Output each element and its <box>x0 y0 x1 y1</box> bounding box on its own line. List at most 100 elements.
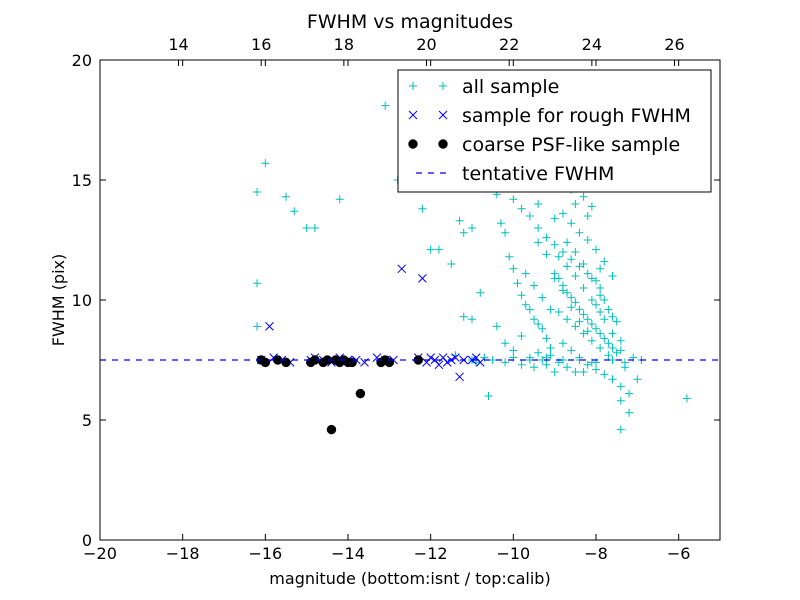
all-sample-point <box>534 238 543 247</box>
x-tick-label: −20 <box>83 544 117 563</box>
all-sample-point <box>579 284 588 292</box>
y-tick-label: 5 <box>82 411 92 430</box>
all-sample-point <box>604 305 613 314</box>
all-sample-point <box>608 312 617 321</box>
all-sample-point <box>583 269 592 278</box>
all-sample-point <box>253 279 262 288</box>
all-sample-point <box>310 224 319 232</box>
legend-item: coarse PSF-like sample <box>408 134 680 156</box>
rough-fwhm-sample-point <box>418 274 427 283</box>
all-sample-point <box>558 209 567 218</box>
all-sample-point <box>563 262 572 271</box>
all-sample-point <box>517 332 526 340</box>
all-sample-point <box>600 334 609 343</box>
all-sample-point <box>290 207 299 216</box>
all-sample-point <box>612 317 621 326</box>
all-sample-point <box>583 315 592 324</box>
psf-like-sample-point <box>281 357 291 368</box>
all-sample-point <box>381 101 390 110</box>
all-sample-point <box>579 310 588 319</box>
x-tick-label: −6 <box>667 544 691 563</box>
all-sample-point <box>558 339 567 348</box>
all-sample-point <box>633 375 642 384</box>
plot-area <box>100 101 720 435</box>
all-sample-point <box>525 305 534 314</box>
all-sample-point <box>542 250 551 259</box>
all-sample-point <box>571 368 580 376</box>
y-tick-label: 15 <box>72 171 92 190</box>
all-sample-point <box>459 228 468 237</box>
all-sample-point <box>592 365 600 374</box>
all-sample-point <box>592 300 600 309</box>
all-sample-point <box>625 408 634 417</box>
all-sample-point <box>335 195 344 204</box>
all-sample-point <box>604 351 613 360</box>
all-sample-point <box>596 284 605 292</box>
all-sample-point <box>554 252 563 261</box>
all-sample-point <box>455 216 464 225</box>
all-sample-point <box>600 257 609 266</box>
all-sample-point <box>459 312 468 321</box>
all-sample-point <box>253 322 262 331</box>
top-x-tick-label: 26 <box>664 35 684 54</box>
all-sample-point <box>509 195 518 204</box>
top-x-tick-label: 18 <box>334 35 354 54</box>
y-tick-label: 10 <box>72 291 92 310</box>
all-sample-point <box>583 236 592 244</box>
all-sample-point <box>554 308 563 316</box>
top-x-tick-label: 24 <box>582 35 602 54</box>
all-sample-point <box>579 368 588 376</box>
legend-marker-icon <box>408 110 418 120</box>
top-x-tick-label: 14 <box>168 35 188 54</box>
all-sample-point <box>571 322 580 331</box>
all-sample-point <box>575 305 584 314</box>
all-sample-point <box>587 202 596 211</box>
all-sample-point <box>583 327 592 336</box>
all-sample-point <box>538 293 547 302</box>
all-sample-point <box>571 272 580 280</box>
all-sample-point <box>501 339 510 348</box>
all-sample-point <box>616 346 625 355</box>
all-sample-point <box>521 300 530 309</box>
all-sample-point <box>616 382 625 391</box>
legend-label: sample for rough FWHM <box>462 105 691 127</box>
all-sample-point <box>525 212 534 220</box>
all-sample-point <box>418 204 427 213</box>
all-sample-point <box>587 320 596 328</box>
all-sample-point <box>567 303 576 312</box>
all-sample-point <box>530 315 538 324</box>
all-sample-point <box>616 396 625 405</box>
x-tick-label: −18 <box>166 544 200 563</box>
all-sample-point <box>517 204 526 213</box>
all-sample-point <box>620 363 629 372</box>
all-sample-point <box>583 360 592 369</box>
all-sample-point <box>625 389 634 398</box>
all-sample-point <box>608 272 617 280</box>
legend-item: tentative FWHM <box>416 163 614 185</box>
all-sample-point <box>517 360 526 369</box>
legend-item: sample for rough FWHM <box>408 105 691 127</box>
all-sample-point <box>517 291 526 300</box>
all-sample-point <box>567 255 576 264</box>
legend-box <box>397 69 712 193</box>
all-sample-point <box>253 188 262 196</box>
top-x-tick-label: 22 <box>499 35 519 54</box>
plot-marks <box>100 101 720 435</box>
legend-item: all sample <box>409 76 559 98</box>
legend-label: tentative FWHM <box>462 163 614 185</box>
all-sample-point <box>501 228 510 237</box>
all-sample-point <box>534 348 543 357</box>
all-sample-point <box>550 368 559 376</box>
all-sample-point <box>476 288 485 297</box>
y-tick-label: 0 <box>82 531 92 550</box>
all-sample-point <box>488 356 497 364</box>
all-sample-point <box>571 298 580 307</box>
psf-like-sample-point <box>326 424 337 435</box>
all-sample-point <box>563 238 572 247</box>
all-sample-point <box>592 245 600 254</box>
all-sample-point <box>604 339 613 348</box>
all-sample-point <box>600 315 609 324</box>
all-sample-point <box>546 305 555 314</box>
x-axis-label: magnitude (bottom:isnt / top:calib) <box>269 569 550 588</box>
